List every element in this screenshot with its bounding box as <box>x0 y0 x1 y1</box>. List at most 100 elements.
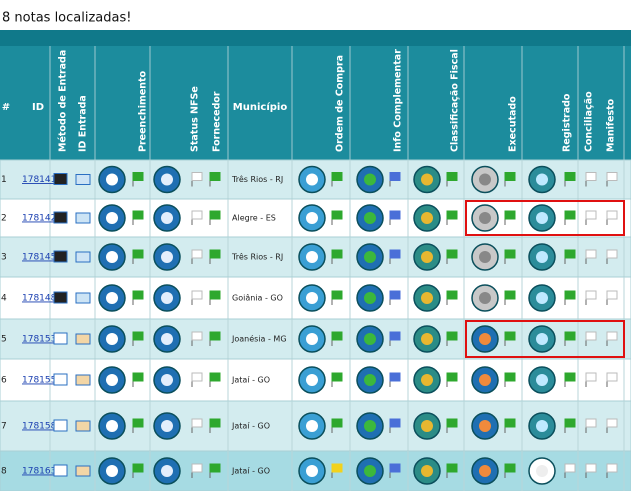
purchase-order-icon-inner <box>306 292 318 304</box>
flag <box>331 249 343 259</box>
row-number: 7 <box>1 422 7 432</box>
flag <box>446 290 458 300</box>
registered-icon-inner <box>536 292 548 304</box>
fill-status-icon-inner <box>106 374 118 386</box>
row-number: 3 <box>1 253 7 263</box>
note-id-link[interactable]: 178153 <box>22 335 56 345</box>
flag <box>585 418 597 428</box>
flag <box>331 463 343 473</box>
flag <box>191 372 203 382</box>
municipality: Jataí - GO <box>231 376 270 385</box>
tax-class-icon-inner <box>421 173 433 186</box>
flag <box>606 418 618 428</box>
executed-icon-inner <box>479 292 491 304</box>
nfse-status-icon-inner <box>161 333 173 345</box>
note-id-link[interactable]: 178163 <box>22 467 56 477</box>
flag <box>504 372 516 382</box>
flag <box>585 290 597 300</box>
info-icon-inner <box>364 374 376 386</box>
municipality: Três Rios - RJ <box>231 174 283 184</box>
flag <box>564 331 576 341</box>
column-header: ID <box>32 102 44 113</box>
entry-method-icon <box>53 173 68 185</box>
note-id-link[interactable]: 178158 <box>22 422 57 432</box>
entry-id-icon <box>75 251 91 263</box>
flag <box>446 463 458 473</box>
column-header: Executado <box>508 96 519 152</box>
flag <box>132 372 144 382</box>
banner: 8 notas localizadas! <box>2 11 131 26</box>
entry-method-icon <box>53 419 68 432</box>
purchase-order-icon-inner <box>306 465 318 477</box>
flag <box>606 290 618 300</box>
entry-method-icon <box>53 373 68 386</box>
registered-icon-inner <box>536 465 548 477</box>
note-id-link[interactable]: 178148 <box>22 294 57 304</box>
purchase-order-icon-inner <box>306 173 318 186</box>
fill-status-icon-inner <box>106 420 118 432</box>
note-id-link[interactable]: 178142 <box>22 214 56 224</box>
purchase-order-icon-inner <box>306 251 318 263</box>
registered-icon-inner <box>536 333 548 345</box>
info-icon-inner <box>364 333 376 345</box>
toolbar <box>0 30 631 46</box>
entry-method-icon <box>53 332 68 345</box>
flag <box>446 172 458 181</box>
flag <box>132 290 144 300</box>
flag <box>606 331 618 341</box>
flag <box>585 249 597 259</box>
column-header: Manifesto <box>606 98 617 152</box>
highlight-box <box>465 320 625 358</box>
entry-id-icon <box>75 333 91 345</box>
row-number: 8 <box>1 467 7 477</box>
note-id-link[interactable]: 178155 <box>22 376 56 386</box>
note-id-link[interactable]: 178145 <box>22 253 56 263</box>
column-header: # <box>2 102 10 113</box>
flag <box>209 372 221 382</box>
flag <box>331 210 343 220</box>
flag <box>446 210 458 220</box>
note-id-link[interactable]: 178141 <box>22 175 56 185</box>
executed-icon-inner <box>479 420 491 432</box>
nfse-status-icon-inner <box>161 420 173 432</box>
flag <box>132 463 144 473</box>
flag <box>132 418 144 428</box>
nfse-status-icon-inner <box>161 251 173 263</box>
flag <box>606 210 618 220</box>
flag <box>585 172 597 181</box>
flag <box>585 463 597 473</box>
info-icon-inner <box>364 173 376 186</box>
flag <box>446 331 458 341</box>
flag <box>209 418 221 428</box>
info-icon-inner <box>364 251 376 263</box>
flag <box>389 331 401 341</box>
flag <box>585 372 597 382</box>
flag <box>446 249 458 259</box>
flag <box>606 463 618 473</box>
tax-class-icon-inner <box>421 333 433 345</box>
info-icon-inner <box>364 465 376 477</box>
municipality: Goiânia - GO <box>232 294 283 303</box>
fill-status-icon-inner <box>106 333 118 345</box>
municipality: Alegre - ES <box>232 214 276 223</box>
tax-class-icon-inner <box>421 292 433 304</box>
entry-id-icon <box>75 420 91 432</box>
registered-icon-inner <box>536 173 548 186</box>
flag <box>564 418 576 428</box>
column-header: ID Entrada <box>78 95 89 152</box>
entry-method-icon <box>53 250 68 263</box>
column-header: Município <box>233 101 288 113</box>
fill-status-icon-inner <box>106 251 118 263</box>
executed-icon-inner <box>479 212 491 224</box>
flag <box>389 290 401 300</box>
tax-class-icon-inner <box>421 420 433 432</box>
fill-status-icon-inner <box>106 173 118 186</box>
flag <box>504 249 516 259</box>
flag <box>132 210 144 220</box>
executed-icon-inner <box>479 374 491 386</box>
entry-method-icon <box>53 211 68 224</box>
entry-id-icon <box>75 174 91 185</box>
flag <box>446 372 458 382</box>
registered-icon-inner <box>536 212 548 224</box>
